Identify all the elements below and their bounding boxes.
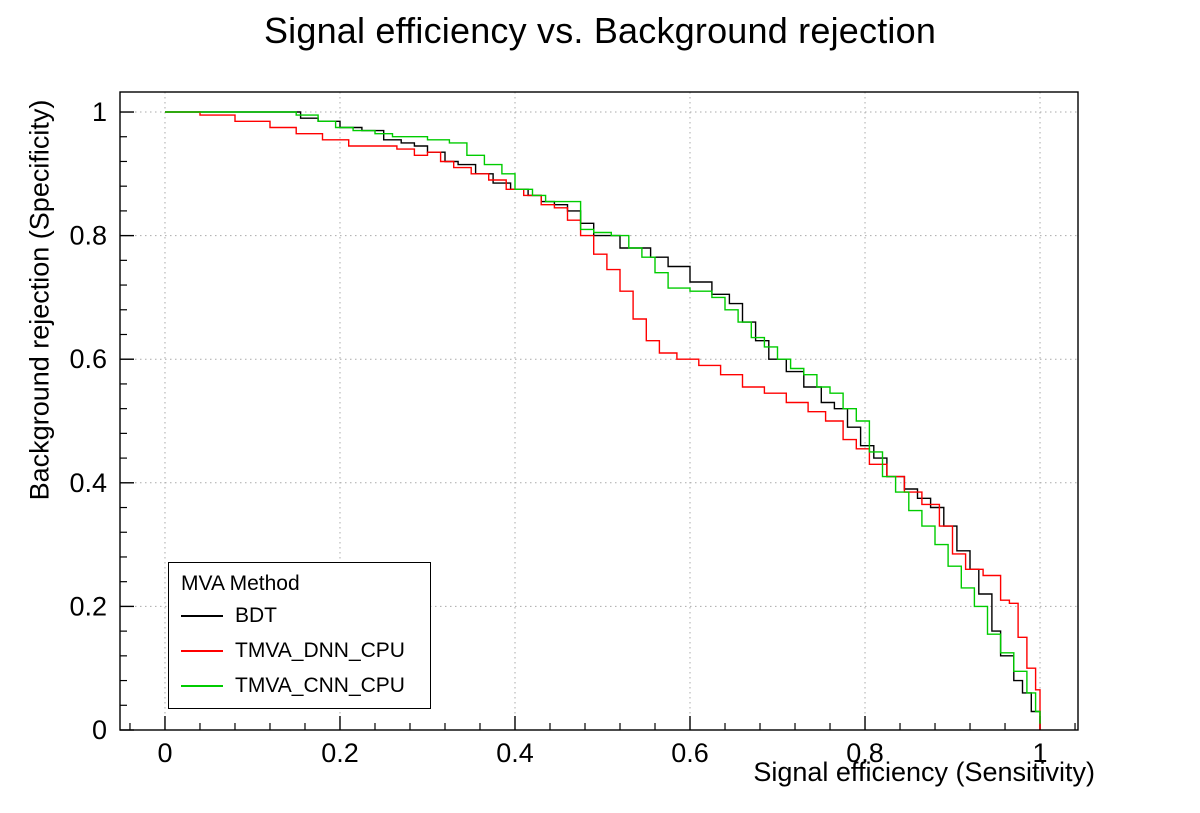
curve-TMVA_DNN_CPU	[165, 111, 1041, 730]
legend-entry-label: TMVA_DNN_CPU	[235, 638, 405, 662]
y-tick-label: 0.8	[69, 221, 107, 251]
x-tick-label: 0.8	[846, 738, 884, 768]
y-tick-label: 0.6	[69, 344, 107, 374]
legend-entry-cnn: TMVA_CNN_CPU	[181, 668, 430, 703]
curve-TMVA_CNN_CPU	[165, 111, 1041, 724]
curve-BDT	[165, 111, 1041, 730]
legend-line-swatch-bdt	[181, 614, 223, 617]
y-tick-label: 0.2	[69, 591, 107, 621]
y-tick-label: 0.4	[69, 468, 107, 498]
legend-line-swatch-cnn	[181, 684, 223, 687]
legend-entry-label: TMVA_CNN_CPU	[235, 673, 405, 697]
y-tick-label: 0	[92, 715, 107, 745]
legend-entry-label: BDT	[235, 603, 277, 627]
x-axis-label: Signal efficiency (Sensitivity)	[753, 757, 1095, 787]
legend-line-swatch-dnn	[181, 649, 223, 652]
x-tick-label: 0.4	[496, 738, 534, 768]
legend: MVA Method BDT TMVA_DNN_CPU TMVA_CNN_CPU	[168, 562, 431, 709]
y-tick-label: 1	[92, 97, 107, 127]
y-axis-label: Background rejection (Specificity)	[24, 99, 55, 501]
x-tick-label: 0	[157, 738, 172, 768]
x-tick-label: 0.2	[321, 738, 359, 768]
legend-entry-bdt: BDT	[181, 598, 430, 633]
chart-title: Signal efficiency vs. Background rejecti…	[263, 10, 937, 51]
x-tick-label: 0.6	[671, 738, 709, 768]
plot-frame	[119, 91, 1079, 731]
legend-entry-dnn: TMVA_DNN_CPU	[181, 633, 430, 668]
legend-title: MVA Method	[181, 572, 300, 595]
x-tick-label: 1	[1033, 738, 1048, 768]
